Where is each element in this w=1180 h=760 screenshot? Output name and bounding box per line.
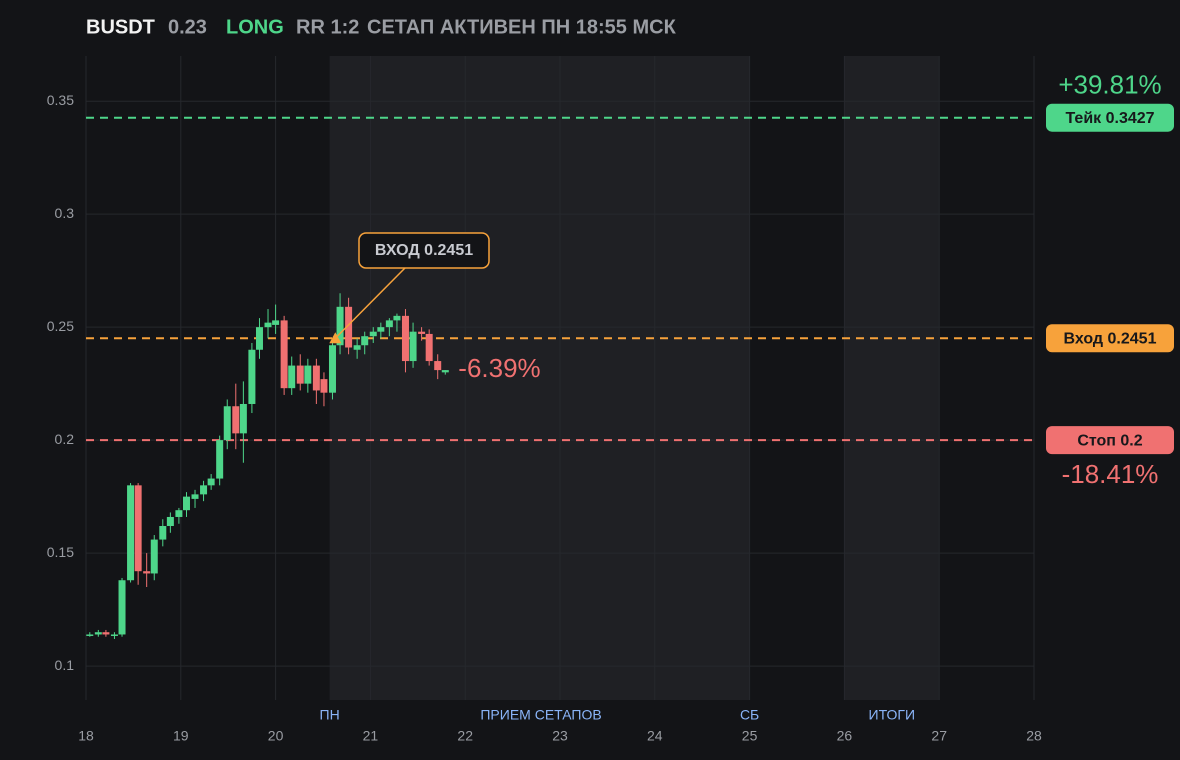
candle-body (223, 406, 231, 441)
candle-body (377, 327, 385, 332)
level-percent: -18.41% (1062, 459, 1159, 489)
candle-body (127, 485, 135, 581)
candle-body (86, 634, 94, 636)
candle-body (110, 634, 118, 636)
entry-marker (329, 332, 342, 344)
candle-body (175, 510, 183, 517)
candle-body (264, 322, 272, 328)
entry-pointer (334, 267, 406, 339)
candle-body (118, 580, 126, 635)
candle-body (232, 406, 240, 434)
x-tick-label: 18 (78, 728, 94, 744)
candle-body (191, 494, 199, 499)
status: СЕТАП АКТИВЕН ПН 18:55 МСК (367, 16, 677, 38)
candle-body (434, 361, 442, 371)
session-band (329, 56, 750, 700)
candle-body (94, 632, 102, 635)
candle-body (304, 365, 312, 384)
candle-body (409, 331, 417, 362)
candle-body (159, 526, 167, 540)
entry-callout (358, 232, 490, 269)
candle-body (239, 403, 247, 434)
risk-reward: RR 1:2 (296, 16, 359, 38)
candle-body (361, 336, 369, 346)
candle-body (102, 632, 110, 635)
level-badge (1046, 324, 1174, 353)
y-tick-label: 0.3 (55, 205, 75, 221)
level-label: Тейк 0.3427 (1065, 110, 1154, 127)
level-label: Вход 0.2451 (1064, 330, 1157, 347)
candle-body (320, 379, 328, 393)
candle-body (207, 478, 215, 486)
level-label: Стоп 0.2 (1077, 432, 1142, 449)
candle-body (393, 315, 401, 321)
x-tick-label: 22 (457, 728, 473, 744)
level-percent: +39.81% (1058, 70, 1161, 100)
candle-body (385, 320, 393, 328)
session-label: ПН (320, 707, 340, 723)
x-tick-label: 25 (742, 728, 758, 744)
candle-body (166, 516, 174, 527)
candle-body (150, 539, 158, 574)
candle-body (288, 365, 296, 389)
candle-body (369, 331, 377, 337)
candle-body (255, 327, 263, 350)
session-band (844, 56, 940, 700)
candle-body (401, 315, 409, 362)
candle-body (143, 571, 151, 574)
current-percent: -6.39% (458, 353, 540, 383)
candle-body (441, 370, 449, 373)
candle-body (296, 365, 304, 384)
header: BUSDT 0.23 LONG RR 1:2 СЕТАП АКТИВЕН ПН … (86, 16, 677, 38)
candle-body (216, 440, 224, 479)
candle-body (248, 349, 256, 404)
price: 0.23 (168, 16, 207, 38)
session-label: ПРИЕМ СЕТАПОВ (480, 707, 601, 723)
candle-body (182, 496, 190, 511)
y-tick-label: 0.1 (55, 657, 75, 673)
x-tick-label: 28 (1026, 728, 1042, 744)
candle-body (328, 345, 336, 393)
session-label: СБ (740, 707, 759, 723)
candle-body (134, 485, 142, 572)
candle-body (312, 365, 320, 391)
x-tick-label: 24 (647, 728, 663, 744)
candle-body (200, 485, 208, 495)
candle-body (272, 320, 280, 325)
symbol: BUSDT (86, 16, 155, 38)
x-tick-label: 20 (268, 728, 284, 744)
candle-body (425, 333, 433, 362)
session-label: ИТОГИ (869, 707, 916, 723)
x-tick-label: 26 (837, 728, 853, 744)
candle-body (353, 345, 361, 350)
x-tick-label: 27 (931, 728, 947, 744)
candle-body (345, 306, 353, 348)
candle-body (418, 331, 426, 334)
entry-label: ВХОД 0.2451 (375, 242, 473, 259)
x-tick-label: 23 (552, 728, 568, 744)
level-badge (1046, 103, 1174, 132)
candle-body (336, 306, 344, 346)
y-tick-label: 0.2 (55, 431, 75, 447)
y-tick-label: 0.25 (47, 318, 74, 334)
x-tick-label: 21 (363, 728, 379, 744)
side: LONG (226, 16, 284, 38)
level-badge (1046, 426, 1174, 455)
y-tick-label: 0.15 (47, 544, 74, 560)
candle-body (280, 320, 288, 389)
y-tick-label: 0.35 (47, 92, 74, 108)
x-tick-label: 19 (173, 728, 189, 744)
